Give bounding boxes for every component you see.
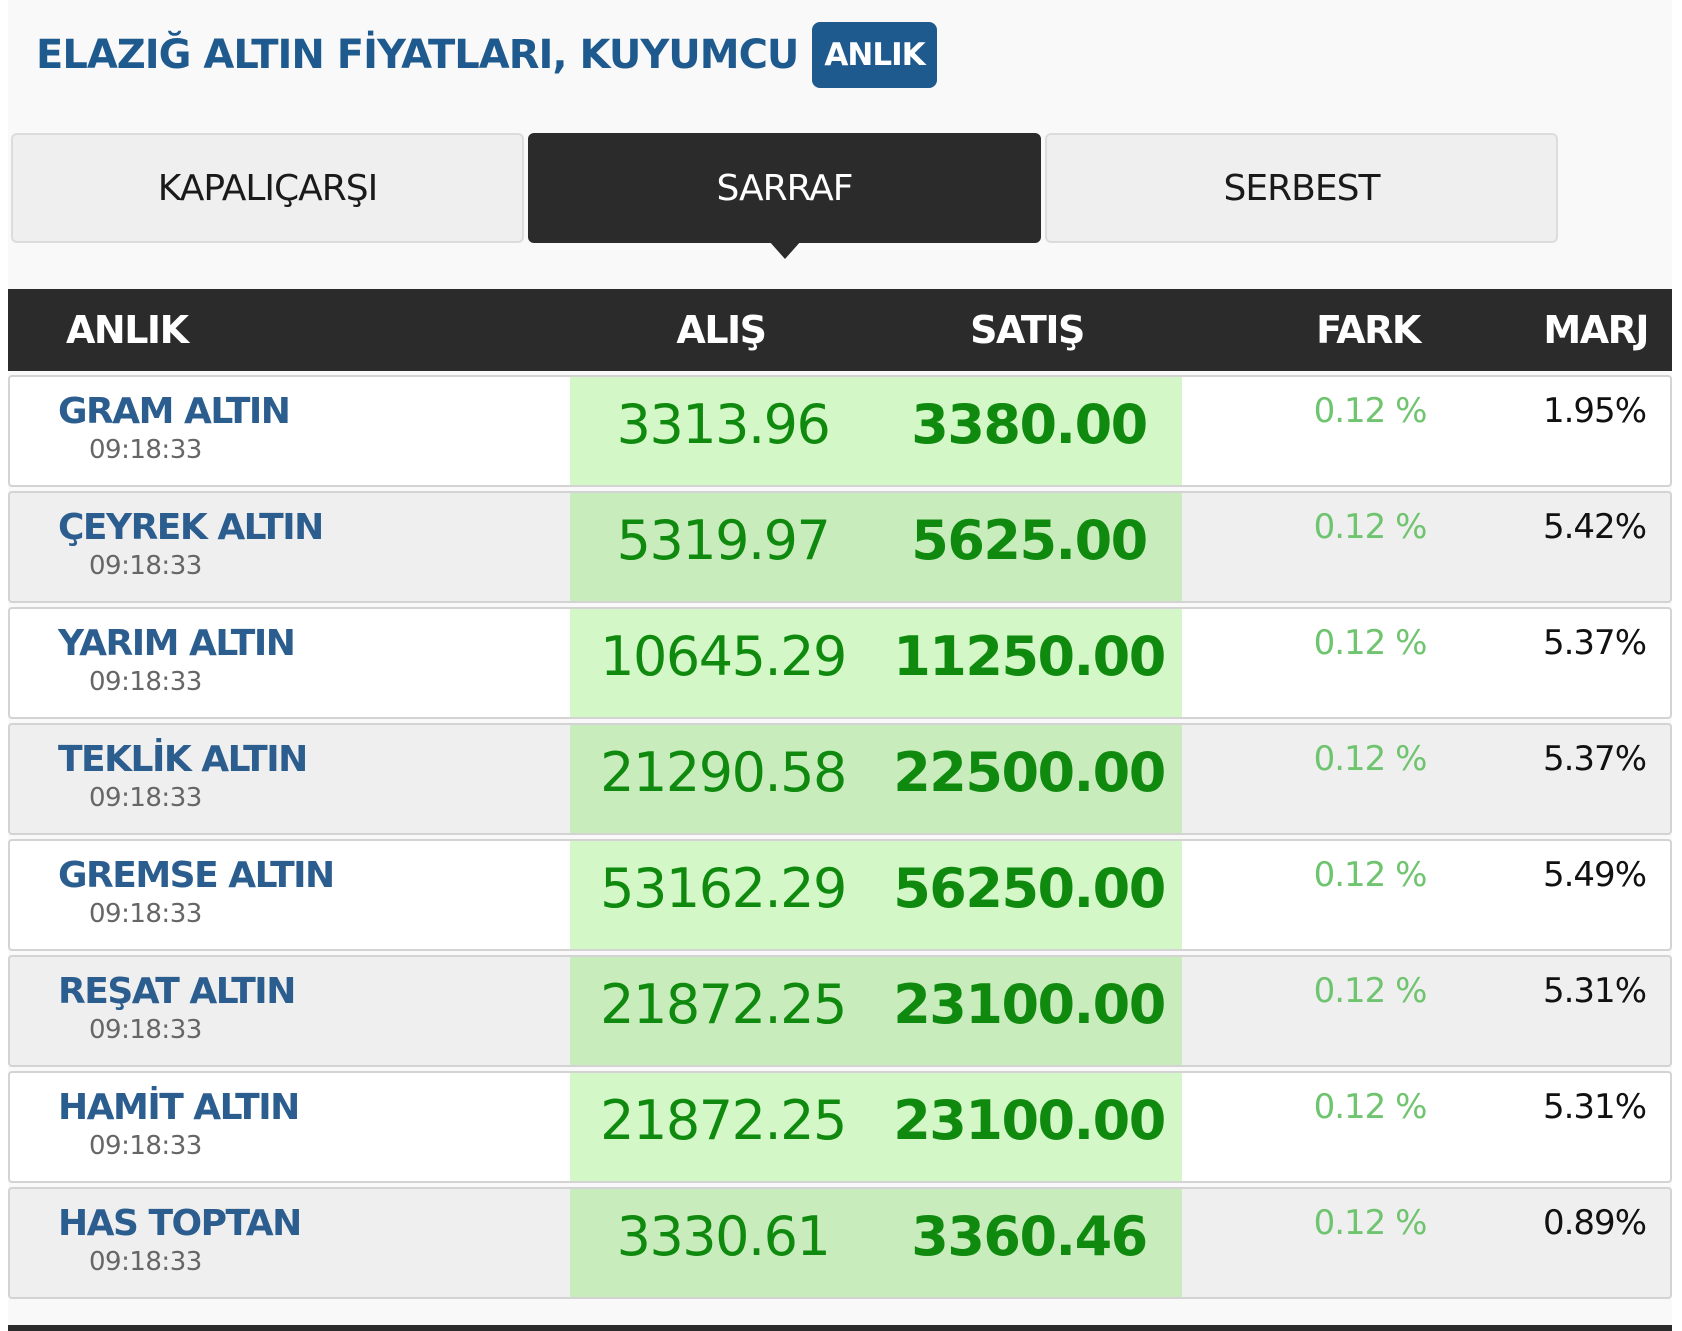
price-margin: 5.31% xyxy=(1542,971,1647,1011)
column-header-diff: FARK xyxy=(1316,308,1421,352)
price-diff: 0.12 % xyxy=(1313,1087,1428,1127)
price-diff: 0.12 % xyxy=(1313,507,1428,547)
buy-price: 5319.97 xyxy=(616,509,831,572)
price-highlight xyxy=(570,1189,1182,1297)
sell-price: 22500.00 xyxy=(893,741,1166,804)
price-diff: 0.12 % xyxy=(1313,739,1428,779)
price-diff: 0.12 % xyxy=(1313,623,1428,663)
gold-type-name: TEKLİK ALTIN xyxy=(58,739,308,780)
tab-serbest[interactable]: SERBEST xyxy=(1045,133,1558,243)
sell-price: 56250.00 xyxy=(893,857,1166,920)
buy-price: 21872.25 xyxy=(600,973,847,1036)
column-header-buy: ALIŞ xyxy=(676,308,767,352)
table-row[interactable]: HAS TOPTAN 09:18:33 3330.61 3360.46 0.12… xyxy=(8,1187,1672,1299)
sell-price: 3380.00 xyxy=(911,393,1148,456)
price-margin: 5.31% xyxy=(1542,1087,1647,1127)
column-header-margin: MARJ xyxy=(1543,308,1649,352)
update-time: 09:18:33 xyxy=(89,551,202,581)
sell-price: 3360.46 xyxy=(911,1205,1148,1268)
table-row[interactable]: ÇEYREK ALTIN 09:18:33 5319.97 5625.00 0.… xyxy=(8,491,1672,603)
price-diff: 0.12 % xyxy=(1313,971,1428,1011)
buy-price: 10645.29 xyxy=(600,625,847,688)
tab-label: KAPALIÇARŞI xyxy=(157,167,379,209)
market-tabs: KAPALIÇARŞI SARRAF SERBEST xyxy=(11,133,1669,259)
page-title: ELAZIĞ ALTIN FİYATLARI, KUYUMCU xyxy=(36,32,799,78)
column-header-name: ANLIK xyxy=(66,308,189,352)
price-margin: 1.95% xyxy=(1542,391,1647,431)
sell-price: 23100.00 xyxy=(893,973,1166,1036)
price-margin: 5.37% xyxy=(1542,739,1647,779)
sell-price: 5625.00 xyxy=(911,509,1148,572)
table-row[interactable]: GRAM ALTIN 09:18:33 3313.96 3380.00 0.12… xyxy=(8,375,1672,487)
buy-price: 21290.58 xyxy=(600,741,847,804)
price-highlight xyxy=(570,725,1182,833)
update-time: 09:18:33 xyxy=(89,667,202,697)
price-margin: 5.49% xyxy=(1542,855,1647,895)
price-diff: 0.12 % xyxy=(1313,855,1428,895)
table-row[interactable]: TEKLİK ALTIN 09:18:33 21290.58 22500.00 … xyxy=(8,723,1672,835)
update-time: 09:18:33 xyxy=(89,899,202,929)
gold-type-name: ÇEYREK ALTIN xyxy=(58,507,324,548)
buy-price: 53162.29 xyxy=(600,857,847,920)
table-row[interactable]: GREMSE ALTIN 09:18:33 53162.29 56250.00 … xyxy=(8,839,1672,951)
active-tab-arrow-icon xyxy=(768,241,801,259)
update-time: 09:18:33 xyxy=(89,783,202,813)
price-highlight xyxy=(570,609,1182,717)
buy-price: 3313.96 xyxy=(616,393,831,456)
live-badge: ANLIK xyxy=(812,22,937,88)
sell-price: 11250.00 xyxy=(893,625,1166,688)
tab-label: SERBEST xyxy=(1223,167,1381,209)
price-highlight xyxy=(570,377,1182,485)
tab-sarraf[interactable]: SARRAF xyxy=(528,133,1041,259)
gold-type-name: REŞAT ALTIN xyxy=(58,971,296,1012)
price-highlight xyxy=(570,493,1182,601)
tab-kapalicarsi[interactable]: KAPALIÇARŞI xyxy=(11,133,524,243)
update-time: 09:18:33 xyxy=(89,1247,202,1277)
page: ELAZIĞ ALTIN FİYATLARI, KUYUMCU ANLIK KA… xyxy=(8,0,1672,1331)
price-diff: 0.12 % xyxy=(1313,1203,1428,1243)
sell-price: 23100.00 xyxy=(893,1089,1166,1152)
table-row[interactable]: YARIM ALTIN 09:18:33 10645.29 11250.00 0… xyxy=(8,607,1672,719)
table-footer-bar xyxy=(8,1325,1672,1331)
gold-type-name: HAMİT ALTIN xyxy=(58,1087,300,1128)
update-time: 09:18:33 xyxy=(89,435,202,465)
update-time: 09:18:33 xyxy=(89,1131,202,1161)
price-highlight xyxy=(570,957,1182,1065)
buy-price: 21872.25 xyxy=(600,1089,847,1152)
buy-price: 3330.61 xyxy=(616,1205,831,1268)
column-header-sell: SATIŞ xyxy=(970,308,1085,352)
gold-type-name: YARIM ALTIN xyxy=(58,623,296,664)
price-margin: 0.89% xyxy=(1542,1203,1647,1243)
tab-label: SARRAF xyxy=(716,167,853,209)
price-highlight xyxy=(570,1073,1182,1181)
price-margin: 5.37% xyxy=(1542,623,1647,663)
gold-type-name: GREMSE ALTIN xyxy=(58,855,335,896)
price-margin: 5.42% xyxy=(1542,507,1647,547)
page-header: ELAZIĞ ALTIN FİYATLARI, KUYUMCU ANLIK xyxy=(36,22,937,88)
update-time: 09:18:33 xyxy=(89,1015,202,1045)
price-diff: 0.12 % xyxy=(1313,391,1428,431)
table-row[interactable]: REŞAT ALTIN 09:18:33 21872.25 23100.00 0… xyxy=(8,955,1672,1067)
table-row[interactable]: HAMİT ALTIN 09:18:33 21872.25 23100.00 0… xyxy=(8,1071,1672,1183)
gold-type-name: GRAM ALTIN xyxy=(58,391,291,432)
table-header: ANLIK ALIŞ SATIŞ FARK MARJ xyxy=(8,289,1672,371)
price-highlight xyxy=(570,841,1182,949)
gold-type-name: HAS TOPTAN xyxy=(58,1203,302,1244)
